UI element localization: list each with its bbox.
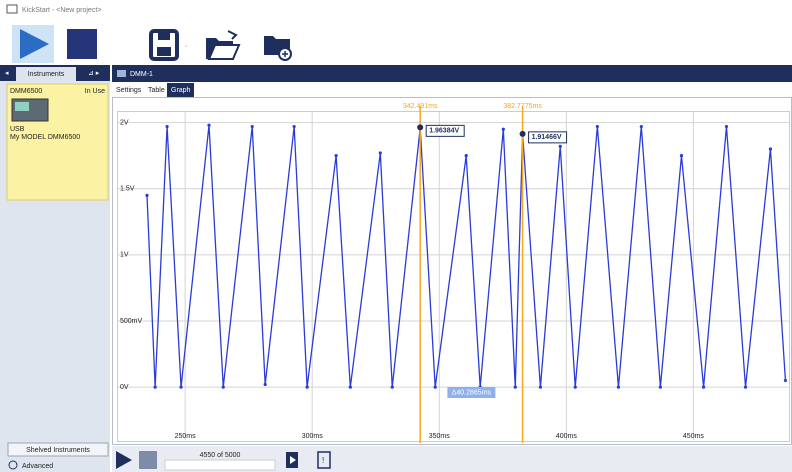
series-point	[502, 128, 505, 131]
instrument-status: In Use	[85, 88, 105, 95]
cursor-value-label: 1.91466V	[532, 134, 562, 141]
cursor-point	[520, 131, 526, 137]
series-point	[465, 154, 468, 157]
series-point	[251, 125, 254, 128]
pin-icon[interactable]: ⊿ ▸	[88, 70, 100, 77]
instruments-tab-label: Instruments	[28, 71, 65, 78]
y-tick-label: 1.5V	[120, 186, 135, 193]
series-point	[306, 385, 309, 388]
shelved-label: Shelved Instruments	[26, 447, 90, 454]
series-point	[145, 194, 148, 197]
tab-graph[interactable]: Graph	[171, 87, 191, 94]
cursor-delta-label: Δ40.2865ms	[452, 389, 492, 396]
tab-table[interactable]: Table	[148, 87, 165, 94]
series-point	[264, 383, 267, 386]
panel-icon	[117, 70, 126, 77]
series-point	[293, 125, 296, 128]
x-tick-label: 250ms	[175, 433, 197, 440]
series-point	[207, 124, 210, 127]
series-point	[725, 125, 728, 128]
cursor-point	[417, 124, 423, 130]
progress-bar	[165, 460, 275, 470]
series-point	[334, 154, 337, 157]
y-tick-label: 2V	[120, 119, 129, 126]
series-point	[349, 385, 352, 388]
x-tick-label: 450ms	[683, 433, 705, 440]
series-point	[659, 385, 662, 388]
x-tick-label: 350ms	[429, 433, 451, 440]
y-tick-label: 500mV	[120, 318, 143, 325]
instrument-connection: USB	[10, 126, 25, 133]
series-point	[434, 385, 437, 388]
clipboard-icon: !	[322, 456, 324, 465]
x-tick-label: 400ms	[556, 433, 578, 440]
advanced-label: Advanced	[22, 463, 53, 470]
tab-settings[interactable]: Settings	[116, 87, 142, 94]
x-tick-label: 300ms	[302, 433, 324, 440]
series-point	[574, 385, 577, 388]
y-tick-label: 0V	[120, 384, 129, 391]
panel-title: DMM-1	[130, 71, 153, 78]
app-window: KickStart - <New project> · ◂ Instrument…	[0, 0, 792, 472]
cursor-x-label: 342.491ms	[403, 103, 438, 110]
series-point	[769, 147, 772, 150]
series-point	[179, 385, 182, 388]
series-point	[222, 385, 225, 388]
instrument-screen	[15, 102, 29, 111]
series-point	[744, 385, 747, 388]
series-point	[559, 145, 562, 148]
cursor-value-label: 1.96384V	[429, 128, 459, 135]
stop-button[interactable]	[67, 29, 97, 59]
window-title: KickStart - <New project>	[22, 7, 101, 14]
stop-small-button[interactable]	[139, 451, 157, 469]
series-point	[154, 385, 157, 388]
series-point	[640, 125, 643, 128]
series-point	[165, 125, 168, 128]
series-point	[539, 385, 542, 388]
series-point	[617, 385, 620, 388]
instrument-name: DMM6500	[10, 88, 42, 95]
panel-header	[112, 65, 792, 82]
series-point	[596, 125, 599, 128]
series-point	[514, 385, 517, 388]
collapse-arrow[interactable]: ◂	[5, 70, 9, 77]
svg-text:·: ·	[185, 43, 187, 50]
series-point	[391, 385, 394, 388]
series-point	[680, 154, 683, 157]
y-tick-label: 1V	[120, 252, 129, 259]
series-point	[379, 151, 382, 154]
instrument-model: My MODEL DMM6500	[10, 134, 80, 141]
progress-label: 4550 of 5000	[200, 452, 241, 459]
cursor-x-label: 382.7775ms	[503, 103, 542, 110]
series-point	[702, 385, 705, 388]
series-point	[784, 379, 787, 382]
